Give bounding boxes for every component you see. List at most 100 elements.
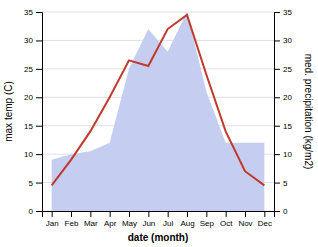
tick: May bbox=[122, 211, 137, 228]
tick-label: 35 bbox=[24, 8, 33, 17]
tick-label: Apr bbox=[104, 219, 117, 228]
tick: Feb bbox=[65, 211, 79, 228]
tick: Oct bbox=[220, 211, 233, 228]
chart: Jan Feb Mar Apr May Jun Jul Aug Sep Oct Nov Dec 0 5 10… bbox=[0, 0, 318, 247]
tick-label: 25 bbox=[24, 65, 33, 74]
tick-label: 25 bbox=[283, 65, 292, 74]
tick-mark bbox=[206, 211, 207, 217]
tick-mark bbox=[36, 40, 42, 41]
x-axis-title: date (month) bbox=[128, 232, 189, 243]
line bbox=[52, 15, 265, 186]
x-axis: Jan Feb Mar Apr May Jun Jul Aug Sep Oct Nov Dec bbox=[43, 211, 275, 228]
tick-label: 10 bbox=[24, 150, 33, 159]
y-axis: 0 5 10 15 20 25 30 35 bbox=[24, 8, 42, 216]
tick-label: Nov bbox=[238, 219, 252, 228]
tick-mark bbox=[110, 211, 111, 217]
tick-label: Aug bbox=[180, 219, 194, 228]
tick-label: 30 bbox=[24, 36, 33, 45]
tick-mark bbox=[52, 211, 53, 217]
tick-mark bbox=[36, 211, 42, 212]
tick-mark bbox=[90, 211, 91, 217]
y2-axis: 0 5 10 15 20 25 30 35 bbox=[274, 8, 292, 216]
axis-line bbox=[275, 13, 281, 212]
tick-mark bbox=[226, 211, 227, 217]
tick-mark bbox=[274, 126, 280, 127]
tick: Jul bbox=[163, 211, 173, 228]
tick: Mar bbox=[84, 211, 98, 228]
tick-label: 5 bbox=[29, 179, 34, 188]
tick-label: 20 bbox=[24, 93, 33, 102]
tick-mark bbox=[187, 211, 188, 217]
tick: 10 bbox=[274, 150, 292, 159]
area bbox=[52, 12, 265, 211]
tick-label: Jun bbox=[142, 219, 155, 228]
tick-label: 20 bbox=[283, 93, 292, 102]
tick-label: Jul bbox=[163, 219, 173, 228]
tick-mark bbox=[274, 40, 280, 41]
axis-line bbox=[43, 212, 275, 218]
y-axis-title: max temp (C) bbox=[3, 81, 14, 142]
tick-mark bbox=[274, 183, 280, 184]
grid bbox=[42, 12, 274, 211]
tick-mark bbox=[274, 12, 280, 13]
tick-label: Sep bbox=[200, 219, 215, 228]
tick-label: 15 bbox=[283, 122, 292, 131]
tick: 5 bbox=[274, 179, 288, 188]
tick: Dec bbox=[258, 211, 272, 228]
tick-mark bbox=[274, 69, 280, 70]
tick-label: Oct bbox=[220, 219, 233, 228]
tick-mark bbox=[264, 211, 265, 217]
tick-label: 0 bbox=[283, 207, 288, 216]
tick: Apr bbox=[104, 211, 117, 228]
tick: Aug bbox=[180, 211, 194, 228]
tick: 15 bbox=[24, 122, 42, 131]
tick: 0 bbox=[29, 207, 42, 216]
tick: 10 bbox=[24, 150, 42, 159]
tick: 35 bbox=[24, 8, 42, 17]
tick-label: 30 bbox=[283, 36, 292, 45]
tick-mark bbox=[71, 211, 72, 217]
tick-label: 15 bbox=[24, 122, 33, 131]
tick-mark bbox=[36, 12, 42, 13]
tick: Nov bbox=[238, 211, 252, 228]
tick-mark bbox=[274, 154, 280, 155]
tick: 30 bbox=[24, 36, 42, 45]
tick: 5 bbox=[29, 179, 42, 188]
marks bbox=[52, 12, 265, 211]
tick: 20 bbox=[24, 93, 42, 102]
tick: Jan bbox=[46, 211, 59, 228]
tick: 15 bbox=[274, 122, 292, 131]
tick-label: Dec bbox=[258, 219, 272, 228]
tick-mark bbox=[129, 211, 130, 217]
tick-label: May bbox=[122, 219, 137, 228]
tick: 0 bbox=[274, 207, 288, 216]
tick-mark bbox=[36, 154, 42, 155]
tick: Sep bbox=[200, 211, 215, 228]
tick-mark bbox=[36, 69, 42, 70]
tick-label: 5 bbox=[283, 179, 288, 188]
tick: 25 bbox=[274, 65, 292, 74]
tick-mark bbox=[36, 97, 42, 98]
tick-mark bbox=[36, 126, 42, 127]
tick-label: Jan bbox=[46, 219, 59, 228]
tick: 30 bbox=[274, 36, 292, 45]
tick-label: 0 bbox=[29, 207, 34, 216]
tick-mark bbox=[274, 97, 280, 98]
tick: 25 bbox=[24, 65, 42, 74]
tick: 35 bbox=[274, 8, 292, 17]
tick-label: Mar bbox=[84, 219, 98, 228]
tick: Jun bbox=[142, 211, 155, 228]
tick-mark bbox=[148, 211, 149, 217]
y2-axis-title: med. precipitation (kg/m2) bbox=[303, 54, 314, 170]
axis-line bbox=[36, 13, 43, 212]
tick-mark bbox=[168, 211, 169, 217]
plot-area: Jan Feb Mar Apr May Jun Jul Aug Sep Oct Nov Dec 0 5 10… bbox=[3, 8, 314, 243]
tick-mark bbox=[245, 211, 246, 217]
tick-label: 35 bbox=[283, 8, 292, 17]
tick-label: Feb bbox=[65, 219, 79, 228]
tick-mark bbox=[274, 211, 280, 212]
tick-label: 10 bbox=[283, 150, 292, 159]
grid-line bbox=[42, 12, 274, 13]
tick-mark bbox=[36, 183, 42, 184]
tick: 20 bbox=[274, 93, 292, 102]
